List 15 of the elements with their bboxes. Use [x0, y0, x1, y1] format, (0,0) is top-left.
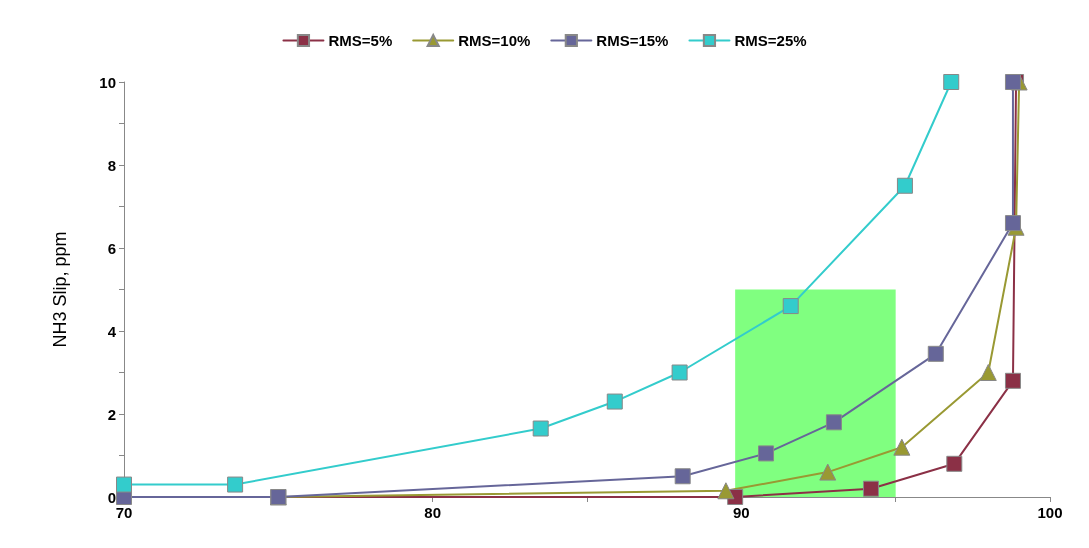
x-tick-label: 80 — [424, 504, 442, 521]
x-tick-label: 100 — [1037, 504, 1063, 521]
y-tick-label: 0 — [107, 488, 116, 506]
y-tick-label: 4 — [107, 322, 117, 340]
legend-label: RMS=15% — [596, 32, 669, 49]
legend-label: RMS=25% — [734, 32, 807, 49]
y-tick-label: 8 — [107, 156, 116, 174]
x-tick-label: 90 — [732, 504, 750, 521]
legend-label: RMS=10% — [458, 32, 531, 49]
x-tick-label: 70 — [115, 504, 133, 521]
y-tick-label: 2 — [107, 405, 116, 423]
legend-label: RMS=5% — [328, 32, 393, 49]
y-axis-title: NH3 Slip, ppm — [50, 231, 70, 348]
y-tick-label: 6 — [107, 239, 116, 257]
y-tick-label: 10 — [99, 73, 116, 91]
